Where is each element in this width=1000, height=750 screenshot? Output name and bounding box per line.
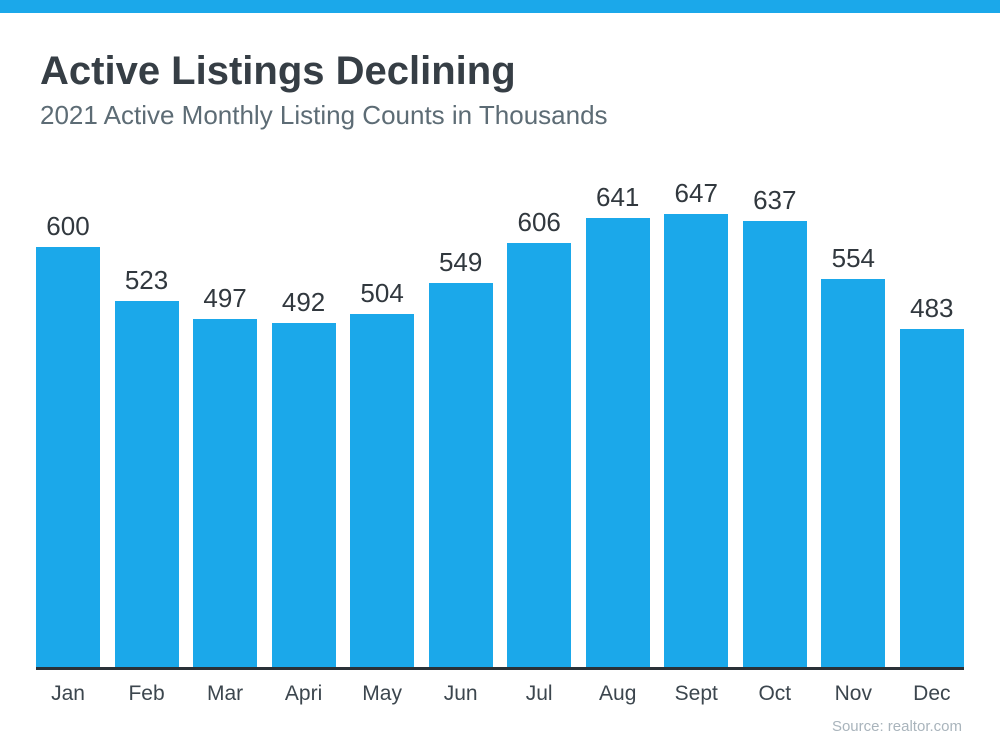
bar-may	[350, 314, 415, 667]
bar-value-label: 523	[124, 264, 169, 295]
x-tick-label: Dec	[913, 682, 951, 705]
chart-subtitle: 2021 Active Monthly Listing Counts in Th…	[40, 100, 608, 130]
bar-mar	[193, 319, 258, 667]
bar-value-label: 497	[203, 283, 247, 314]
bar-value-label: 483	[910, 292, 954, 323]
bar-feb	[114, 300, 179, 667]
x-tick-label: Apri	[284, 682, 323, 705]
bar-value-label: 600	[46, 211, 90, 241]
bar-column: 554	[821, 243, 886, 667]
bar-nov	[821, 279, 886, 667]
bar-value-label: 549	[438, 246, 483, 277]
plot-area: 600 523 497 492 504 549 606 641 647 637 554 483	[36, 131, 964, 670]
bar-oct	[742, 221, 807, 667]
source-credit: Source: realtor.com	[831, 718, 962, 735]
bar-sept	[664, 214, 729, 667]
bar-value-label: 647	[674, 178, 718, 209]
bar-jan	[36, 247, 100, 667]
chart-title: Active Listings Declining	[40, 49, 516, 93]
bar-value-label: 492	[281, 286, 326, 317]
x-tick-label: Nov	[834, 682, 872, 705]
bar-column: 647	[664, 178, 729, 667]
x-tick-label: Feb	[128, 682, 165, 705]
bar-column: 523	[114, 264, 179, 667]
x-axis-labels: Jan Feb Mar Apri May Jun Jul Aug Sept Oct Nov Dec	[36, 670, 964, 706]
bar-column: 549	[428, 246, 493, 667]
x-tick-label: May	[362, 682, 402, 705]
bar-column: 504	[350, 278, 415, 667]
bar-column: 492	[271, 286, 336, 667]
bar-jul	[507, 242, 572, 667]
bar-value-label: 637	[753, 185, 797, 216]
bar-column: 637	[742, 185, 807, 667]
bar-column: 641	[585, 182, 650, 667]
bar-column: 606	[507, 206, 572, 667]
bar-aug	[585, 218, 650, 667]
x-tick-label: Aug	[599, 682, 637, 705]
top-accent-bar	[0, 0, 1000, 13]
bar-column: 497	[193, 283, 258, 667]
bar-dec	[899, 328, 964, 667]
bar-value-label: 606	[517, 206, 561, 237]
bar-column: 483	[899, 292, 964, 667]
x-tick-label: Jan	[51, 682, 85, 705]
bar-column: 600	[36, 212, 100, 667]
bar-jun	[428, 282, 493, 667]
x-tick-label: Oct	[758, 682, 792, 705]
x-tick-label: Jun	[443, 682, 478, 705]
bar-value-label: 504	[360, 278, 404, 309]
bar-apri	[271, 322, 336, 667]
x-tick-label: Mar	[206, 682, 244, 705]
bar-value-label: 641	[596, 182, 640, 213]
x-tick-label: Jul	[525, 682, 553, 705]
x-tick-label: Sept	[674, 682, 718, 705]
bar-value-label: 554	[831, 243, 875, 274]
